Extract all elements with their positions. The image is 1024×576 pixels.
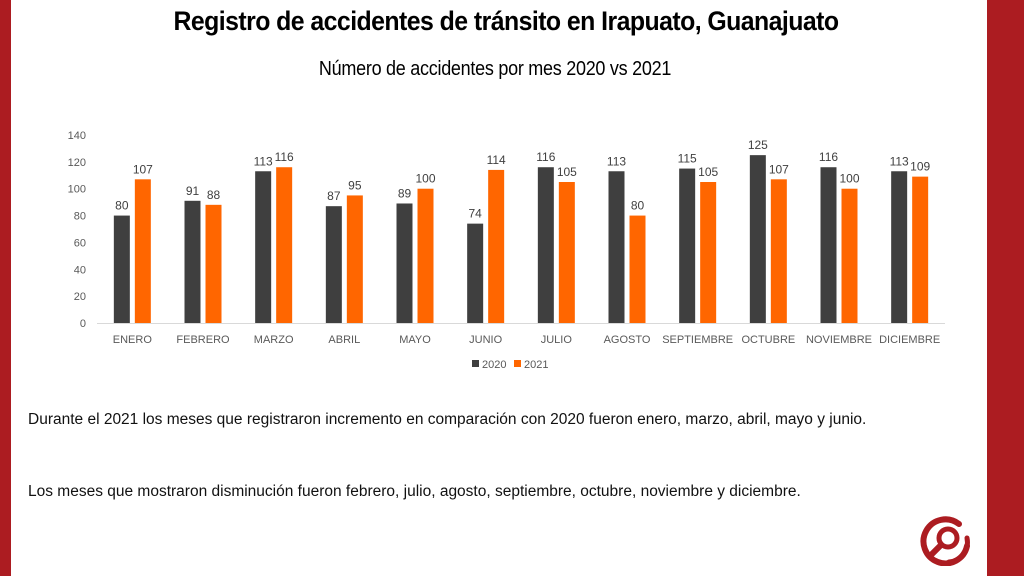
bar-2021-enero: [134, 179, 151, 323]
data-label-2020-diciembre: 113: [890, 154, 909, 168]
bar-2020-abril: [325, 206, 342, 323]
x-tick-label: MAYO: [399, 334, 431, 346]
bar-2021-febrero: [205, 204, 222, 323]
chart-subtitle: Número de accidentes por mes 2020 vs 202…: [318, 58, 672, 80]
y-tick-label: 100: [68, 184, 86, 196]
data-label-2021-mayo: 100: [415, 172, 435, 186]
bar-2021-noviembre: [841, 188, 858, 323]
bar-2020-julio: [537, 167, 554, 323]
bar-2021-junio: [488, 169, 505, 323]
x-axis: ENERO FEBRERO MARZO ABRIL MAYO JUNIO JULIO AGOS…: [113, 334, 940, 346]
data-label-2020-mayo: 89: [398, 186, 412, 200]
y-tick-label: 120: [68, 157, 86, 169]
bar-2020-mayo: [396, 203, 413, 323]
data-label-2020-junio: 74: [468, 207, 482, 221]
magnifier-circle-logo-icon: [920, 516, 970, 566]
bar-2020-diciembre: [891, 171, 908, 323]
legend: 2020 2021: [472, 359, 548, 371]
data-label-2020-abril: 87: [327, 189, 341, 203]
data-label-2021-abril: 95: [348, 178, 362, 192]
slide-title: Registro de accidentes de tránsito en Ir…: [173, 6, 839, 36]
data-label-2020-enero: 80: [115, 199, 129, 213]
bar-2021-mayo: [417, 188, 434, 323]
data-label-2020-agosto: 113: [607, 154, 626, 168]
legend-label-2021: 2021: [524, 359, 548, 371]
bar-2020-noviembre: [820, 167, 837, 323]
data-label-2021-junio: 114: [487, 153, 506, 167]
data-label-2021-diciembre: 109: [910, 160, 930, 174]
y-tick-label: 60: [74, 237, 86, 249]
x-tick-label: ABRIL: [328, 334, 360, 346]
bar-2021-octubre: [770, 179, 787, 323]
y-axis: 0 20 40 60 80 100 120 140: [68, 130, 86, 330]
y-tick-label: 80: [74, 211, 86, 223]
y-tick-label: 20: [74, 291, 86, 303]
data-label-2021-julio: 105: [557, 165, 577, 179]
x-tick-label: ENERO: [113, 334, 153, 346]
legend-swatch-2021: [514, 360, 521, 367]
data-label-2021-septiembre: 105: [698, 165, 718, 179]
bar-2020-enero: [113, 215, 130, 323]
bar-2021-marzo: [276, 167, 293, 323]
data-label-2020-noviembre: 116: [819, 150, 838, 164]
legend-swatch-2020: [472, 360, 479, 367]
bar-2020-octubre: [749, 155, 766, 323]
data-label-2020-septiembre: 115: [678, 152, 697, 166]
data-label-2020-octubre: 125: [748, 138, 768, 152]
data-label-2021-octubre: 107: [769, 162, 789, 176]
bar-2020-marzo: [255, 171, 272, 323]
x-tick-label: OCTUBRE: [741, 334, 795, 346]
bar-2021-diciembre: [912, 176, 929, 323]
data-label-2021-enero: 107: [133, 162, 153, 176]
data-label-2021-agosto: 80: [631, 199, 645, 213]
x-tick-label: JULIO: [541, 334, 573, 346]
x-tick-label: NOVIEMBRE: [806, 334, 872, 346]
right-accent-bar: [987, 0, 1024, 576]
increase-paragraph: Durante el 2021 los meses que registraro…: [28, 411, 867, 428]
x-tick-label: DICIEMBRE: [879, 334, 940, 346]
data-label-2020-marzo: 113: [254, 154, 273, 168]
x-tick-label: FEBRERO: [176, 334, 230, 346]
y-tick-label: 140: [68, 130, 86, 142]
bar-2020-septiembre: [679, 168, 696, 323]
x-tick-label: AGOSTO: [604, 334, 651, 346]
bar-2021-agosto: [629, 215, 646, 323]
data-label-2021-febrero: 88: [207, 188, 221, 202]
x-tick-label: SEPTIEMBRE: [662, 334, 733, 346]
x-tick-label: JUNIO: [469, 334, 502, 346]
bar-2020-agosto: [608, 171, 625, 323]
bar-2021-abril: [346, 195, 363, 323]
data-label-2020-julio: 116: [536, 150, 555, 164]
bar-2021-septiembre: [700, 182, 717, 323]
bar-2020-febrero: [184, 200, 201, 323]
decrease-paragraph: Los meses que mostraron disminución fuer…: [28, 483, 801, 500]
bar-2021-julio: [558, 182, 575, 323]
left-accent-bar: [0, 0, 11, 576]
y-tick-label: 0: [80, 318, 86, 330]
data-label-2021-noviembre: 100: [839, 172, 859, 186]
legend-label-2020: 2020: [482, 359, 506, 371]
data-label-2020-febrero: 91: [186, 184, 200, 198]
data-label-2021-marzo: 116: [275, 150, 294, 164]
y-tick-label: 40: [74, 264, 86, 276]
x-tick-label: MARZO: [254, 334, 294, 346]
bar-2020-junio: [467, 223, 484, 323]
